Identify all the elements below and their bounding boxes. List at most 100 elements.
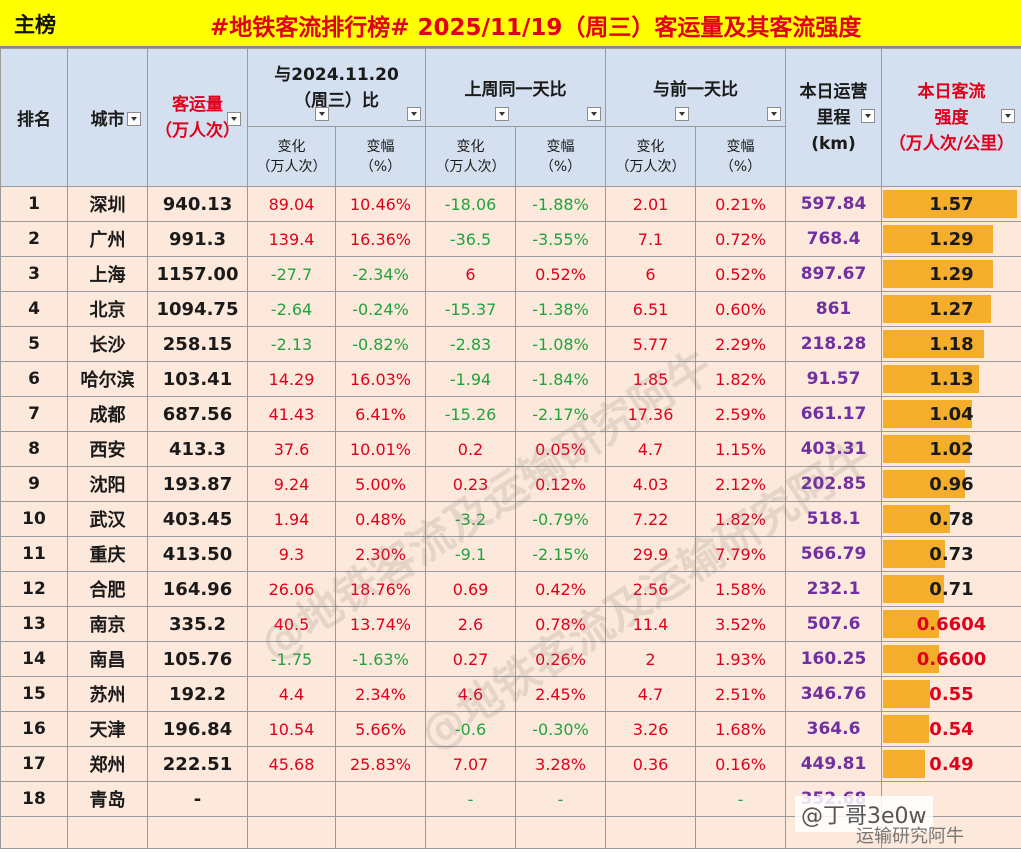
dod-pct-cell[interactable]: 1.82% [695, 361, 787, 397]
wow-pct-cell[interactable]: -0.79% [515, 501, 607, 537]
volume-cell[interactable]: 1094.75 [147, 291, 248, 327]
yoy-pct-cell[interactable]: 16.36% [334, 221, 427, 257]
km-cell[interactable]: 861 [785, 291, 883, 327]
km-cell[interactable]: 449.81 [785, 746, 883, 782]
dod-change-cell[interactable]: 2.01 [605, 186, 697, 222]
city-cell[interactable]: 苏州 [67, 676, 148, 712]
intensity-cell[interactable]: 0.96 [881, 466, 1021, 502]
wow-change-cell[interactable]: -0.6 [425, 711, 517, 747]
rank-cell[interactable]: 13 [0, 606, 68, 642]
rank-cell[interactable]: 4 [0, 291, 68, 327]
wow-change-cell[interactable]: 6 [425, 256, 517, 292]
intensity-cell[interactable]: 0.78 [881, 501, 1021, 537]
intensity-cell[interactable]: 0.49 [881, 746, 1021, 782]
empty-cell[interactable] [67, 816, 148, 849]
wow-pct-cell[interactable]: - [515, 781, 607, 817]
intensity-cell[interactable]: 0.73 [881, 536, 1021, 572]
intensity-cell[interactable]: 1.02 [881, 431, 1021, 467]
dod-change-cell[interactable]: 11.4 [605, 606, 697, 642]
dod-change-cell[interactable]: 6.51 [605, 291, 697, 327]
city-cell[interactable]: 深圳 [67, 186, 148, 222]
yoy-change-cell[interactable] [247, 781, 336, 817]
wow-change-cell[interactable]: -15.37 [425, 291, 517, 327]
volume-cell[interactable]: 222.51 [147, 746, 248, 782]
wow-change-cell[interactable]: 4.6 [425, 676, 517, 712]
dod-change-cell[interactable]: 6 [605, 256, 697, 292]
filter-dropdown-km-icon[interactable] [861, 109, 876, 123]
wow-change-cell[interactable]: -15.26 [425, 396, 517, 432]
dod-pct-cell[interactable]: 1.68% [695, 711, 787, 747]
rank-cell[interactable]: 17 [0, 746, 68, 782]
wow-pct-cell[interactable]: 3.28% [515, 746, 607, 782]
km-cell[interactable]: 566.79 [785, 536, 883, 572]
filter-dropdown-yoy-left-icon[interactable] [315, 107, 330, 121]
yoy-pct-cell[interactable]: 16.03% [334, 361, 427, 397]
volume-cell[interactable]: 258.15 [147, 326, 248, 362]
volume-cell[interactable]: 1157.00 [147, 256, 248, 292]
dod-change-cell[interactable] [605, 781, 697, 817]
km-cell[interactable]: 232.1 [785, 571, 883, 607]
dod-pct-cell[interactable]: 0.52% [695, 256, 787, 292]
yoy-change-cell[interactable]: 41.43 [247, 396, 336, 432]
empty-cell[interactable] [247, 816, 336, 849]
wow-change-cell[interactable]: -3.2 [425, 501, 517, 537]
rank-cell[interactable]: 11 [0, 536, 68, 572]
volume-cell[interactable]: 103.41 [147, 361, 248, 397]
wow-pct-cell[interactable]: 0.52% [515, 256, 607, 292]
dod-pct-cell[interactable]: 2.59% [695, 396, 787, 432]
wow-pct-cell[interactable]: -0.30% [515, 711, 607, 747]
empty-cell[interactable] [147, 816, 248, 849]
wow-pct-cell[interactable]: 0.42% [515, 571, 607, 607]
km-cell[interactable]: 597.84 [785, 186, 883, 222]
wow-pct-cell[interactable]: -2.15% [515, 536, 607, 572]
dod-pct-cell[interactable]: 1.93% [695, 641, 787, 677]
dod-change-cell[interactable]: 4.7 [605, 431, 697, 467]
dod-change-cell[interactable]: 4.03 [605, 466, 697, 502]
dod-pct-cell[interactable]: 1.15% [695, 431, 787, 467]
intensity-cell[interactable]: 0.6600 [881, 641, 1021, 677]
volume-cell[interactable]: 413.3 [147, 431, 248, 467]
filter-dropdown-intensity-icon[interactable] [1001, 109, 1016, 123]
filter-dropdown-volume-icon[interactable] [227, 112, 241, 126]
intensity-cell[interactable]: 0.54 [881, 711, 1021, 747]
intensity-cell[interactable]: 1.29 [881, 256, 1021, 292]
intensity-cell[interactable]: 0.71 [881, 571, 1021, 607]
filter-dropdown-wow-right-icon[interactable] [587, 107, 602, 121]
wow-change-cell[interactable]: -36.5 [425, 221, 517, 257]
km-cell[interactable]: 768.4 [785, 221, 883, 257]
wow-change-cell[interactable]: 0.2 [425, 431, 517, 467]
wow-change-cell[interactable]: -18.06 [425, 186, 517, 222]
empty-cell[interactable] [0, 816, 68, 849]
dod-change-cell[interactable]: 0.36 [605, 746, 697, 782]
volume-cell[interactable]: 105.76 [147, 641, 248, 677]
wow-change-cell[interactable]: 7.07 [425, 746, 517, 782]
wow-change-cell[interactable]: 2.6 [425, 606, 517, 642]
dod-pct-cell[interactable]: 2.12% [695, 466, 787, 502]
yoy-change-cell[interactable]: 89.04 [247, 186, 336, 222]
volume-cell[interactable]: 335.2 [147, 606, 248, 642]
yoy-pct-cell[interactable]: -2.34% [334, 256, 427, 292]
wow-change-cell[interactable]: -1.94 [425, 361, 517, 397]
empty-cell[interactable] [605, 816, 697, 849]
yoy-change-cell[interactable]: 139.4 [247, 221, 336, 257]
wow-pct-cell[interactable]: 0.05% [515, 431, 607, 467]
city-cell[interactable]: 南昌 [67, 641, 148, 677]
wow-pct-cell[interactable]: -1.84% [515, 361, 607, 397]
rank-cell[interactable]: 18 [0, 781, 68, 817]
empty-cell[interactable] [515, 816, 607, 849]
wow-pct-cell[interactable]: 0.26% [515, 641, 607, 677]
yoy-change-cell[interactable]: 45.68 [247, 746, 336, 782]
filter-dropdown-yoy-right-icon[interactable] [407, 107, 422, 121]
volume-cell[interactable]: 192.2 [147, 676, 248, 712]
km-cell[interactable]: 661.17 [785, 396, 883, 432]
yoy-pct-cell[interactable]: 5.66% [334, 711, 427, 747]
dod-change-cell[interactable]: 7.1 [605, 221, 697, 257]
rank-cell[interactable]: 10 [0, 501, 68, 537]
wow-pct-cell[interactable]: 0.78% [515, 606, 607, 642]
dod-pct-cell[interactable]: 1.82% [695, 501, 787, 537]
wow-pct-cell[interactable]: 2.45% [515, 676, 607, 712]
empty-cell[interactable] [695, 816, 787, 849]
rank-cell[interactable]: 9 [0, 466, 68, 502]
yoy-change-cell[interactable]: 14.29 [247, 361, 336, 397]
rank-cell[interactable]: 7 [0, 396, 68, 432]
